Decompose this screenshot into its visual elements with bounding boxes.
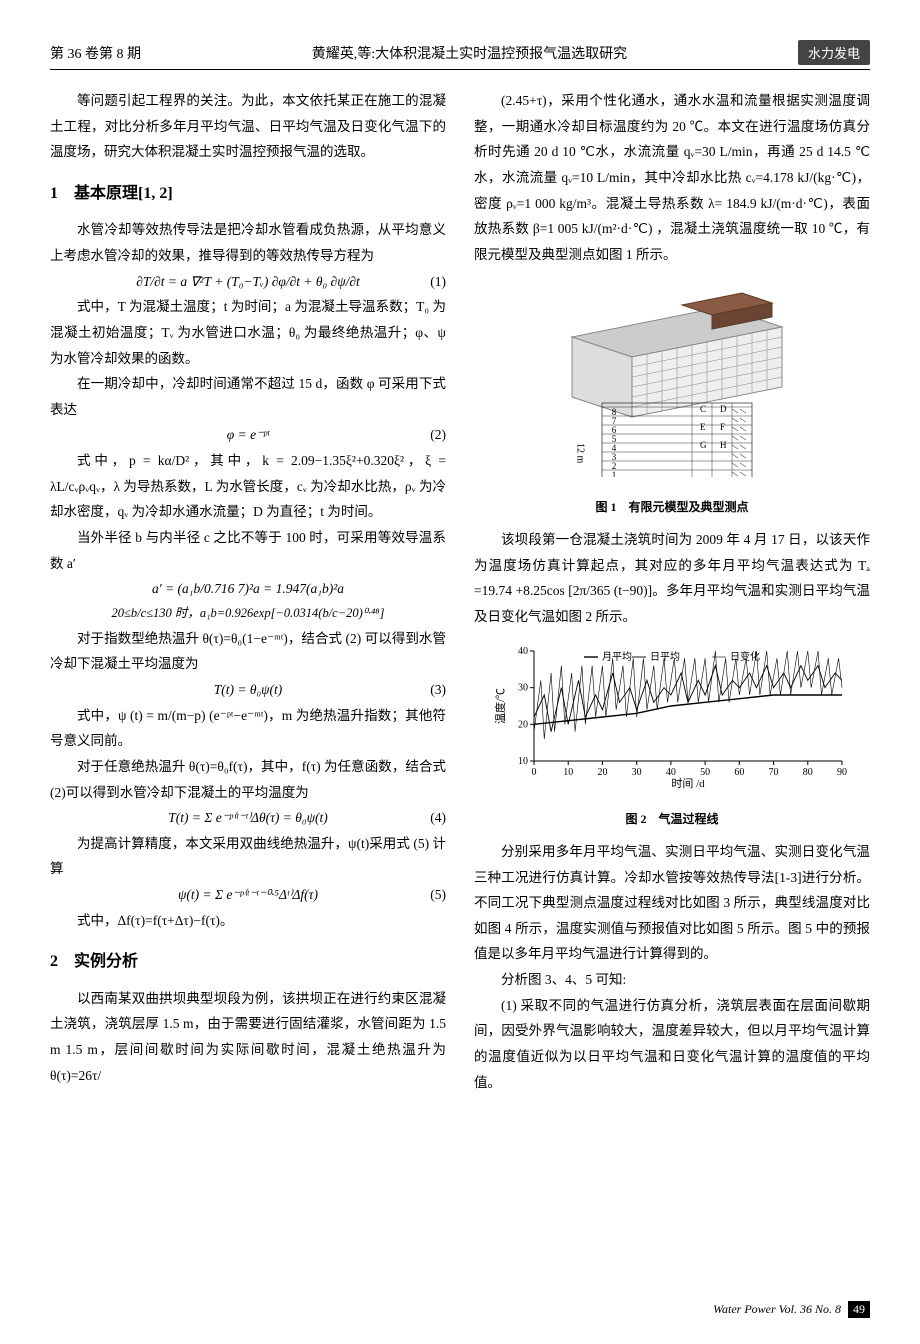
eq1-body: ∂T/∂t = a ∇²T + (T₀−Tᵥ) ∂φ/∂t + θ₀ ∂ψ/∂t (136, 274, 360, 289)
section-2-title: 2 实例分析 (50, 947, 446, 977)
footer-text: Water Power Vol. 36 No. 8 (713, 1302, 841, 1316)
equation-5: ψ(t) = Σ e⁻ᵖ⁽ᵗ⁻ᵗ⁻⁰·⁵Δᵗ⁾Δf(τ) (5) (50, 882, 446, 908)
sec1-p6: 对于指数型绝热温升 θ(τ)=θ₀(1−e⁻ᵐᵗ)，结合式 (2) 可以得到水管… (50, 626, 446, 677)
eq-aprime: a′ = (a₁b/0.716 7)²a = 1.947(a₁b)²a (50, 576, 446, 602)
header-badge: 水力发电 (798, 40, 870, 65)
sec1-p7: 式中，ψ (t) = m/(m−p) (e⁻ᵖᵗ−e⁻ᵐᵗ)，m 为绝热温升指数… (50, 703, 446, 754)
eq-ab: 20≤b/c≤130 时，a₁b=0.926exp[−0.0314(b/c−20… (50, 602, 446, 626)
svg-text:0: 0 (532, 767, 537, 778)
svg-text:1: 1 (612, 470, 617, 477)
equation-3: T(t) = θ₀ψ(t) (3) (50, 677, 446, 703)
right-p3: 分别采用多年月平均气温、实测日平均气温、实测日变化气温三种工况进行仿真计算。冷却… (474, 839, 870, 967)
equation-2: φ = e⁻ᵖᵗ (2) (50, 422, 446, 448)
svg-text:20: 20 (597, 767, 607, 778)
equation-1: ∂T/∂t = a ∇²T + (T₀−Tᵥ) ∂φ/∂t + θ₀ ∂ψ/∂t… (50, 269, 446, 295)
fig2-svg: 10 20 30 40 0 10 20 30 40 50 60 70 80 90 时间 /d 温度/℃ 月平均 日… (492, 639, 852, 789)
header-issue: 第 36 卷第 8 期 (50, 43, 141, 63)
svg-text:10: 10 (518, 756, 528, 767)
sec1-p4: 式中，p = kα/D²，其中，k = 2.09−1.35ξ²+0.320ξ²，… (50, 448, 446, 525)
sec1-p3: 在一期冷却中，冷却时间通常不超过 15 d，函数 φ 可采用下式表达 (50, 371, 446, 422)
eq4-num: (4) (430, 805, 446, 831)
sec1-p10: 式中，Δf(τ)=f(τ+Δτ)−f(τ)。 (50, 908, 446, 934)
right-p4: 分析图 3、4、5 可知: (474, 967, 870, 993)
sec2-p1: 以西南某双曲拱坝典型坝段为例，该拱坝正在进行约束区混凝土浇筑，浇筑层厚 1.5 … (50, 986, 446, 1089)
svg-text:H: H (720, 440, 727, 450)
sec1-p2: 式中，T 为混凝土温度；t 为时间；a 为混凝土导温系数；T₀ 为混凝土初始温度… (50, 294, 446, 371)
svg-text:80: 80 (803, 767, 813, 778)
svg-text:时间 /d: 时间 /d (671, 777, 705, 789)
intro-paragraph: 等问题引起工程界的关注。为此，本文依托某正在施工的混凝土工程，对比分析多年月平均… (50, 88, 446, 165)
svg-text:30: 30 (518, 683, 528, 694)
svg-text:日平均: 日平均 (650, 651, 680, 663)
svg-text:40: 40 (666, 767, 676, 778)
svg-text:20: 20 (518, 720, 528, 731)
equation-4: T(t) = Σ e⁻ᵖ⁽ᵗ⁻ᵗ⁾Δθ(τ) = θ₀ψ(t) (4) (50, 805, 446, 831)
right-p1: (2.45+τ)，采用个性化通水，通水水温和流量根据实测温度调整，一期通水冷却目… (474, 88, 870, 267)
footer-page-num: 49 (848, 1301, 870, 1318)
svg-text:10: 10 (563, 767, 573, 778)
sec1-p1: 水管冷却等效热传导法是把冷却水管看成负热源，从平均意义上考虑水管冷却的效果，推导… (50, 217, 446, 268)
figure-1: 12 m87654321CDEFGHB (474, 277, 870, 486)
svg-text:日变化: 日变化 (730, 650, 760, 663)
svg-text:30: 30 (632, 767, 642, 778)
svg-text:F: F (720, 422, 725, 432)
figure-2: 10 20 30 40 0 10 20 30 40 50 60 70 80 90 时间 /d 温度/℃ 月平均 日… (474, 639, 870, 798)
sec1-p5: 当外半径 b 与内半径 c 之比不等于 100 时，可采用等效导温系数 a′ (50, 525, 446, 576)
eq3-body: T(t) = θ₀ψ(t) (214, 682, 283, 697)
eq4-body: T(t) = Σ e⁻ᵖ⁽ᵗ⁻ᵗ⁾Δθ(τ) = θ₀ψ(t) (168, 810, 327, 825)
svg-text:60: 60 (734, 767, 744, 778)
eq5-num: (5) (430, 882, 446, 908)
svg-text:E: E (700, 422, 706, 432)
fig1-svg: 12 m87654321CDEFGHB (542, 277, 802, 477)
svg-text:50: 50 (700, 767, 710, 778)
sec1-p9: 为提高计算精度，本文采用双曲线绝热温升，ψ(t)采用式 (5) 计算 (50, 831, 446, 882)
svg-text:12 m: 12 m (575, 443, 586, 464)
eq5-body: ψ(t) = Σ e⁻ᵖ⁽ᵗ⁻ᵗ⁻⁰·⁵Δᵗ⁾Δf(τ) (178, 887, 318, 902)
page-footer: Water Power Vol. 36 No. 8 49 (713, 1301, 870, 1318)
svg-text:G: G (700, 440, 707, 450)
eq1-num: (1) (430, 269, 446, 295)
svg-text:40: 40 (518, 646, 528, 657)
left-column: 等问题引起工程界的关注。为此，本文依托某正在施工的混凝土工程，对比分析多年月平均… (50, 88, 446, 1095)
fig2-caption: 图 2 气温过程线 (474, 808, 870, 831)
svg-text:70: 70 (769, 767, 779, 778)
svg-text:90: 90 (837, 767, 847, 778)
eq2-body: φ = e⁻ᵖᵗ (227, 427, 270, 442)
svg-text:温度/℃: 温度/℃ (493, 688, 507, 724)
header-title: 黄耀英,等:大体积混凝土实时温控预报气温选取研究 (312, 43, 627, 63)
right-p5: (1) 采取不同的气温进行仿真分析，浇筑层表面在层面间歇期间，因受外界气温影响较… (474, 993, 870, 1096)
svg-text:C: C (700, 404, 706, 414)
right-column: (2.45+τ)，采用个性化通水，通水水温和流量根据实测温度调整，一期通水冷却目… (474, 88, 870, 1095)
fig1-caption: 图 1 有限元模型及典型测点 (474, 496, 870, 519)
right-p2: 该坝段第一仓混凝土浇筑时间为 2009 年 4 月 17 日，以该天作为温度场仿… (474, 527, 870, 630)
eq3-num: (3) (430, 677, 446, 703)
eq2-num: (2) (430, 422, 446, 448)
svg-text:月平均: 月平均 (602, 651, 632, 663)
page-header: 第 36 卷第 8 期 黄耀英,等:大体积混凝土实时温控预报气温选取研究 水力发… (50, 40, 870, 70)
svg-text:D: D (720, 404, 727, 414)
sec1-p8: 对于任意绝热温升 θ(τ)=θ₀f(τ)，其中，f(τ) 为任意函数，结合式(2… (50, 754, 446, 805)
section-1-title: 1 基本原理[1, 2] (50, 179, 446, 209)
